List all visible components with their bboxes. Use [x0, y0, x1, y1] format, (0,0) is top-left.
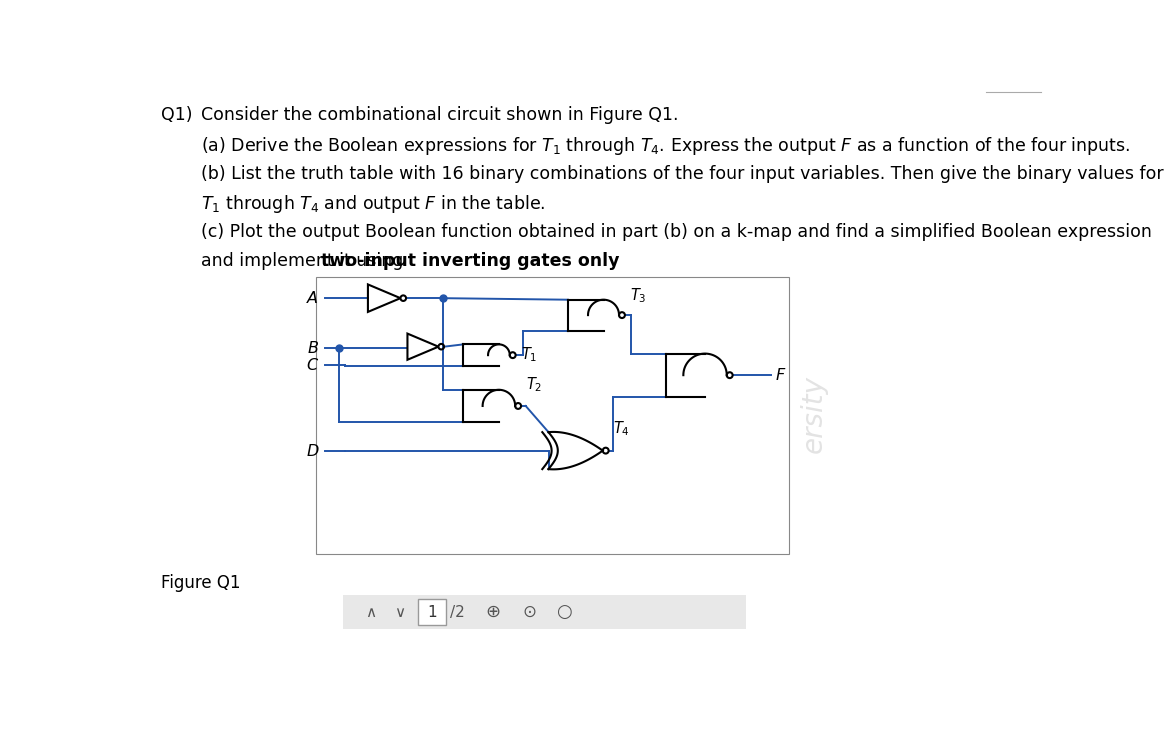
Text: and implement it using: and implement it using: [201, 252, 410, 270]
Text: Q1): Q1): [161, 106, 192, 124]
Text: $T_2$: $T_2$: [526, 375, 542, 394]
Text: two-input inverting gates only: two-input inverting gates only: [321, 252, 620, 270]
Text: ∨: ∨: [395, 605, 405, 620]
Text: (a) Derive the Boolean expressions for $T_1$ through $T_4$. Express the output $: (a) Derive the Boolean expressions for $…: [201, 135, 1130, 157]
Text: ∧: ∧: [364, 605, 376, 620]
Text: 1: 1: [427, 605, 436, 620]
Text: (c) Plot the output Boolean function obtained in part (b) on a k-map and find a : (c) Plot the output Boolean function obt…: [201, 224, 1152, 241]
Text: $T_4$: $T_4$: [613, 420, 630, 438]
Text: ersity: ersity: [800, 375, 828, 453]
Text: ⊕: ⊕: [485, 603, 501, 622]
Text: Figure Q1: Figure Q1: [161, 574, 241, 592]
Text: Consider the combinational circuit shown in Figure Q1.: Consider the combinational circuit shown…: [201, 106, 679, 124]
Text: $A$: $A$: [306, 290, 319, 306]
Text: (b) List the truth table with 16 binary combinations of the four input variables: (b) List the truth table with 16 binary …: [201, 165, 1164, 183]
Bar: [315, 276, 789, 554]
Text: $B$: $B$: [307, 340, 319, 356]
Text: $C$: $C$: [306, 357, 319, 373]
Text: ⊙: ⊙: [523, 603, 537, 622]
Text: $T_1$ through $T_4$ and output $F$ in the table.: $T_1$ through $T_4$ and output $F$ in th…: [201, 193, 546, 215]
Text: $F$: $F$: [775, 367, 787, 383]
Bar: [343, 595, 746, 629]
Text: ○: ○: [556, 603, 572, 622]
FancyBboxPatch shape: [418, 600, 446, 625]
Text: /2: /2: [449, 605, 464, 620]
Text: $T_1$: $T_1$: [521, 346, 538, 364]
Text: .: .: [499, 252, 505, 270]
Text: $T_3$: $T_3$: [630, 287, 646, 305]
Text: $D$: $D$: [305, 443, 319, 459]
